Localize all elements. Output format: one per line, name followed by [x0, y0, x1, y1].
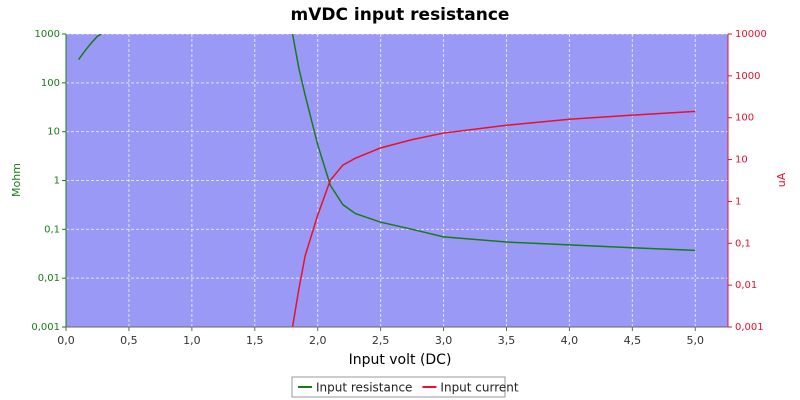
x-tick-label: 4,5: [624, 334, 642, 347]
x-tick-label: 0,5: [120, 334, 138, 347]
y-tick-label: 100: [41, 78, 60, 89]
series-line: [291, 34, 696, 252]
x-tick-label: 5,0: [687, 334, 705, 347]
legend-items: Input resistance Input current: [298, 381, 519, 395]
y-tick-label: 1: [54, 176, 60, 187]
x-tick-label: 2,0: [309, 334, 327, 347]
series-line: [77, 34, 102, 60]
y2-tick-label: 100: [735, 113, 754, 124]
y-tick-label: 0,001: [31, 322, 60, 333]
x-tick-label: 3,5: [498, 334, 516, 347]
y-tick-label: 1000: [35, 29, 60, 40]
legend-label: Input current: [440, 381, 518, 395]
y2-tick-label: 0,001: [735, 322, 764, 333]
grid: [65, 33, 728, 328]
y-tick-label: 0,1: [44, 224, 60, 235]
x-tick-label: 3,0: [435, 334, 453, 347]
series-line: [291, 110, 696, 327]
x-tick-label: 0,0: [57, 334, 75, 347]
legend: [291, 376, 506, 398]
x-tick-label: 2,5: [372, 334, 390, 347]
x-axis-label: Input volt (DC): [349, 352, 452, 368]
chart-title: mVDC input resistance: [291, 5, 510, 25]
y-tick-label: 0,01: [38, 273, 60, 284]
y-tick-label: 10: [47, 127, 60, 138]
x-tick-label: 1,5: [246, 334, 264, 347]
x-tick-label: 1,0: [183, 334, 201, 347]
y2-tick-label: 10000: [735, 29, 767, 40]
legend-label: Input resistance: [316, 381, 412, 395]
x-tick-label: 4,0: [561, 334, 579, 347]
y2-tick-label: 0,01: [735, 280, 757, 291]
y2-tick-label: 10: [735, 155, 748, 166]
y2-axis-label: uA: [775, 172, 788, 187]
lines: [77, 34, 696, 327]
y2-tick-label: 1: [735, 196, 741, 207]
axes: 0,0 0,5 1,0 1,5 2,0 2,5 3,0 3,5 4,0 4,5 5,0 0,001 0,…: [31, 29, 766, 347]
y2-tick-label: 1000: [735, 71, 760, 82]
y-axis-label: Mohm: [10, 163, 23, 197]
y2-tick-label: 0,1: [735, 238, 751, 249]
